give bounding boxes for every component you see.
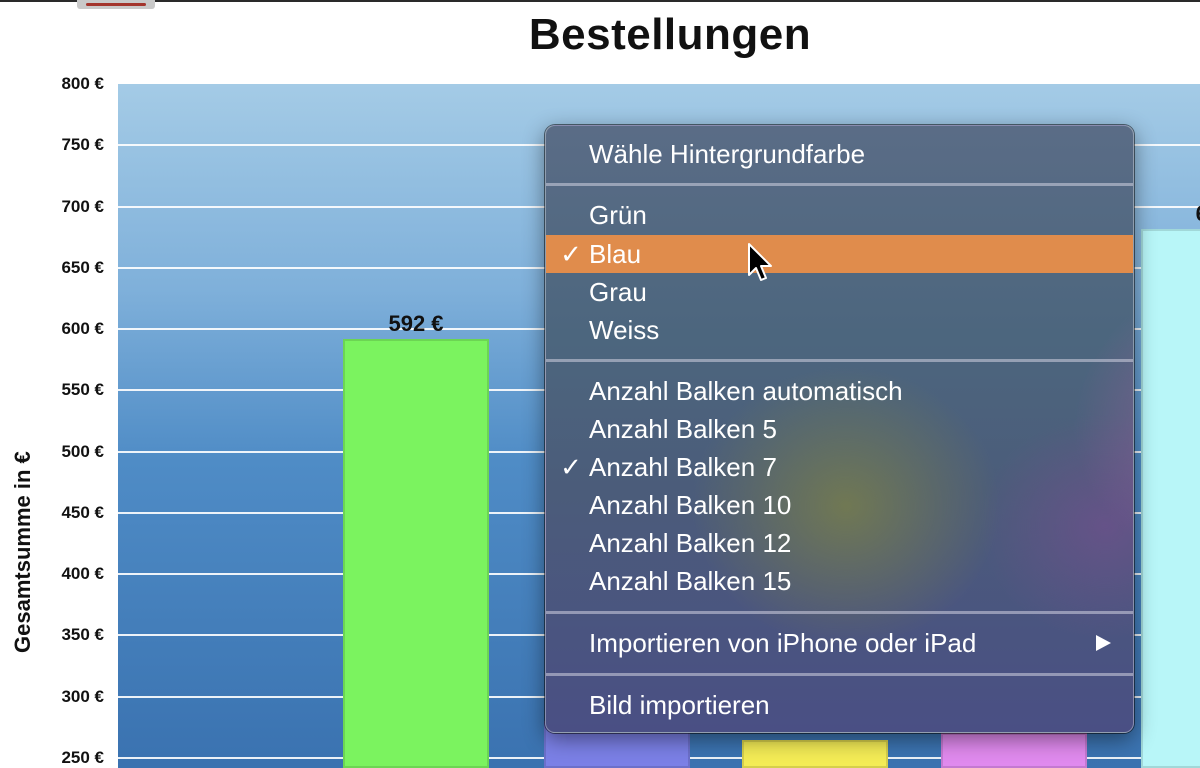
bar-data-label: 592 € [388,310,444,336]
menu-item-label: Anzahl Balken 12 [589,528,792,558]
window-top-border [0,0,1200,2]
menu-item[interactable]: Weiss [546,311,1133,349]
menu-item-label: Bild importieren [589,690,770,720]
menu-item[interactable]: Bild importieren [546,686,1133,724]
menu-item[interactable]: Grau [546,273,1133,311]
bar[interactable] [941,733,1087,768]
y-tick-label: 750 € [61,135,104,155]
menu-item[interactable]: ✓ Blau [546,235,1133,273]
menu-separator [546,611,1133,614]
menu-separator [546,359,1133,362]
y-tick-label: 700 € [61,196,104,216]
menu-item[interactable]: Anzahl Balken 15 [546,562,1133,600]
menu-item[interactable]: Anzahl Balken automatisch [546,372,1133,410]
menu-item-label: Anzahl Balken 7 [589,452,777,482]
checkmark-icon: ✓ [560,239,582,269]
context-menu[interactable]: Wähle Hintergrundfarbe Grün ✓ Blau Grau Weiss… [545,125,1134,733]
y-tick-label: 300 € [61,686,104,706]
menu-item-label: Anzahl Balken 10 [589,490,792,520]
chart-title: Bestellungen [528,10,812,59]
menu-item-choose-background[interactable]: Wähle Hintergrundfarbe [546,135,1133,173]
y-tick-label: 650 € [61,257,104,277]
bar[interactable] [1141,228,1200,768]
menu-item-label: Blau [589,239,642,269]
submenu-arrow-icon [1096,635,1111,651]
y-tick-label: 800 € [61,74,104,93]
menu-item[interactable]: Anzahl Balken 12 [546,524,1133,562]
mouse-pointer-icon [748,243,772,281]
y-tick-label: 400 € [61,564,104,584]
menu-item[interactable]: Anzahl Balken 10 [546,486,1133,524]
menu-item-label: Weiss [589,315,660,345]
menu-item-label: Importieren von iPhone oder iPad [589,628,977,658]
menu-item-label: Grün [589,200,647,230]
y-tick-label: 450 € [61,502,104,522]
checkmark-icon: ✓ [560,452,582,482]
menu-item[interactable]: Anzahl Balken 5 [546,410,1133,448]
menu-item-label: Anzahl Balken 5 [589,414,777,444]
menu-separator [546,673,1133,676]
menu-item[interactable]: Grün [546,196,1133,234]
menu-item-label: Anzahl Balken 15 [589,566,792,596]
y-tick-label: 600 € [61,319,104,339]
menu-separator [546,183,1133,186]
bar[interactable] [742,739,888,768]
y-tick-label: 500 € [61,441,104,461]
menu-item[interactable]: ✓ Anzahl Balken 7 [546,448,1133,486]
menu-item[interactable]: Importieren von iPhone oder iPad [546,624,1133,662]
bar[interactable] [343,338,489,768]
y-tick-label: 250 € [61,748,104,767]
y-tick-label: 350 € [61,625,104,645]
menu-item-label: Wähle Hintergrundfarbe [589,139,866,169]
menu-item-label: Anzahl Balken automatisch [589,376,903,406]
y-tick-label: 550 € [61,380,104,400]
menu-item-label: Grau [589,277,647,307]
bar-data-label: 682 [1139,201,1200,227]
window-tab-fragment[interactable] [77,0,155,9]
